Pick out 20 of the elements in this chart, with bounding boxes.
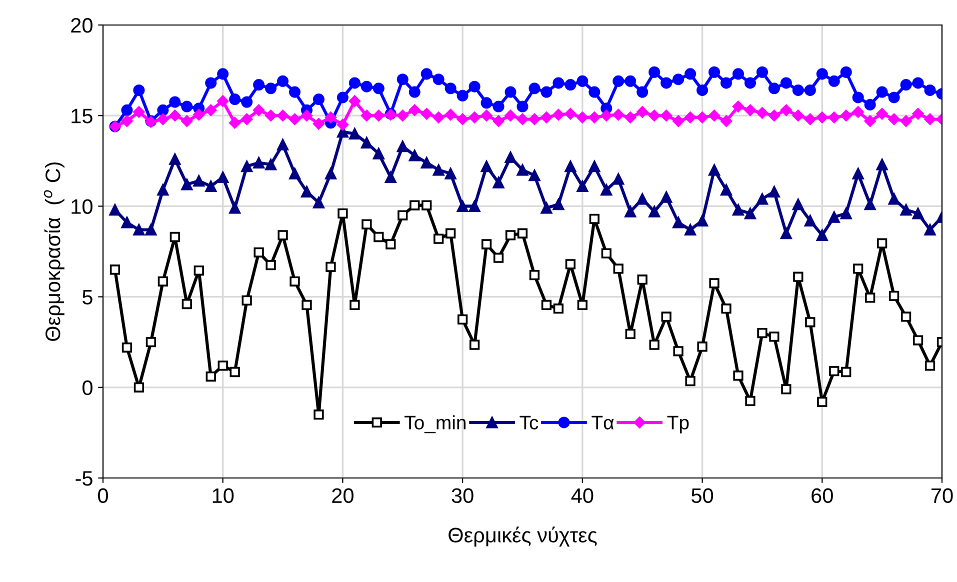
y-axis-title: Θερμοκρασία ($^{o}$ C) [44, 162, 64, 341]
x-tick-label: 20 [332, 488, 354, 504]
y-tick-label: 5 [82, 290, 92, 305]
y-tick-label: 10 [72, 199, 92, 214]
legend-label: Tp [667, 416, 689, 434]
x-axis-title: Θερμικές νύχτες [448, 526, 597, 547]
x-tick-label: 0 [98, 488, 108, 504]
x-tick-label: 50 [692, 488, 714, 504]
x-tick-label: 70 [931, 488, 953, 504]
x-tick-label: 40 [571, 488, 594, 504]
y-tick-label: -5 [76, 471, 92, 486]
x-tick-label: 10 [212, 488, 234, 504]
x-tick-label: 30 [452, 488, 474, 504]
legend-label: Tc [520, 416, 538, 430]
x-tick-label: 60 [812, 488, 833, 504]
legend-label: To_min [404, 415, 466, 434]
y-tick-label: 15 [72, 108, 92, 124]
y-tick-label: 20 [71, 18, 92, 33]
legend-label: Tα [592, 416, 614, 430]
y-tick-label: 0 [82, 380, 92, 396]
